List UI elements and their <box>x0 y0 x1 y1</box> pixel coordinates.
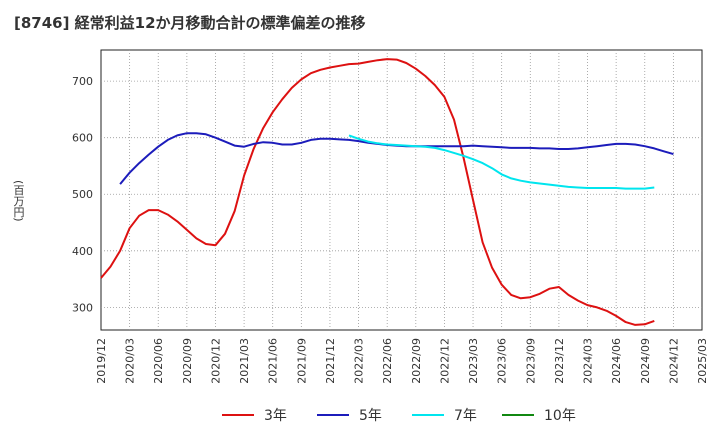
x-tick-label: 2023/09 <box>524 338 537 384</box>
y-tick-label: 400 <box>72 245 93 258</box>
legend-label: 5年 <box>359 408 382 424</box>
chart-legend: 3年 5年 7年 10年 <box>0 404 720 426</box>
y-tick-label: 300 <box>72 301 93 314</box>
x-tick-label: 2021/09 <box>295 338 308 384</box>
x-tick-label: 2020/12 <box>209 338 222 384</box>
x-tick-label: 2020/09 <box>181 338 194 384</box>
x-tick-label: 2023/03 <box>467 338 480 384</box>
legend-label: 7年 <box>454 408 477 424</box>
series-line <box>348 134 655 190</box>
x-tick-label: 2024/12 <box>667 338 680 384</box>
axis-layer: 300 400 500 600 700 2019/12 2020/03 2020/06 2020… <box>72 75 709 384</box>
x-tick-label: 2024/09 <box>639 338 652 384</box>
series-line <box>100 58 655 326</box>
x-tick-label: 2021/06 <box>267 338 280 384</box>
x-tick-label: 2019/12 <box>95 338 108 384</box>
y-tick-label: 600 <box>72 132 93 145</box>
x-tick-label: 2020/03 <box>124 338 137 384</box>
x-tick-label: 2023/06 <box>496 338 509 384</box>
x-tick-label: 2023/12 <box>553 338 566 384</box>
legend-item: 3年 <box>222 404 287 426</box>
x-tick-label: 2020/06 <box>152 338 165 384</box>
x-tick-label: 2022/09 <box>410 338 423 384</box>
x-tick-label: 2022/06 <box>381 338 394 384</box>
legend-item: 5年 <box>317 404 382 426</box>
plot-frame <box>100 49 703 331</box>
x-tick-label: 2024/06 <box>610 338 623 384</box>
x-tick-label: 2025/03 <box>696 338 709 384</box>
legend-swatch <box>317 414 349 416</box>
x-tick-label: 2021/03 <box>238 338 251 384</box>
x-tick-label: 2022/12 <box>438 338 451 384</box>
legend-swatch <box>222 414 254 416</box>
legend-swatch <box>502 414 534 416</box>
y-tick-label: 700 <box>72 75 93 88</box>
x-tick-label: 2024/03 <box>582 338 595 384</box>
legend-swatch <box>412 414 444 416</box>
y-tick-label: 500 <box>72 188 93 201</box>
series-layer <box>100 58 674 326</box>
legend-item: 10年 <box>502 404 576 426</box>
y-axis-label: (百万円) <box>12 180 25 222</box>
x-tick-label: 2022/03 <box>353 338 366 384</box>
grid-layer <box>100 49 703 331</box>
legend-label: 3年 <box>264 408 287 424</box>
legend-item: 7年 <box>412 404 477 426</box>
legend-label: 10年 <box>544 408 576 424</box>
chart-title: [8746] 経常利益12か月移動合計の標準偏差の推移 <box>14 14 366 32</box>
x-tick-label: 2021/12 <box>324 338 337 384</box>
